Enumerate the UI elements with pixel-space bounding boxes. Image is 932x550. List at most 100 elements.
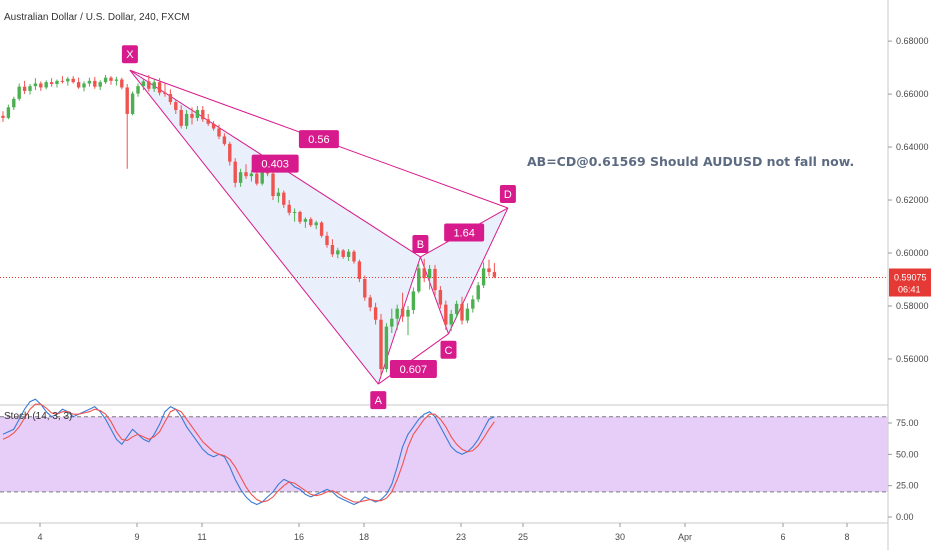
point-label-box-c (440, 340, 457, 359)
candle-body (363, 278, 367, 298)
candle-body (487, 268, 491, 273)
price-tick-label: 0.56000 (896, 354, 929, 364)
candle-body (379, 319, 383, 370)
candle-body (168, 94, 173, 103)
candle-body (222, 136, 227, 144)
candle-body (82, 83, 86, 88)
chart-title: Australian Dollar / U.S. Dollar, 240, FX… (4, 12, 190, 23)
candle-body (325, 235, 329, 246)
candle-body (454, 303, 459, 314)
candle-body (417, 268, 421, 292)
ratio-box (389, 359, 437, 378)
candle-body (195, 109, 200, 118)
candle-body (22, 86, 27, 91)
candle-body (163, 92, 167, 95)
candle-body (330, 245, 335, 255)
candle-body (87, 80, 92, 84)
price-tick-label: 0.66000 (896, 89, 929, 99)
pattern-leg-cd (448, 207, 509, 334)
candle-body (282, 192, 286, 205)
candle-body (103, 77, 108, 83)
candle-body (319, 222, 324, 236)
candle-body (357, 261, 362, 279)
ratio-label: 1.64 (453, 227, 474, 239)
pattern-leg-xa (129, 69, 379, 385)
time-tick-label: 9 (134, 532, 139, 542)
candle-body (49, 82, 54, 85)
current-price-label-bg (889, 268, 931, 297)
candle-body (390, 318, 394, 327)
candle-body (141, 81, 146, 87)
candle-body (190, 113, 194, 118)
countdown-label: 06:41 (898, 285, 921, 295)
point-label-box-x (121, 45, 138, 64)
candle-body (492, 272, 497, 277)
ratio-box (298, 130, 339, 149)
candle-body (6, 107, 11, 118)
candle-body (411, 291, 416, 310)
candle-body (217, 128, 221, 137)
candle-body (471, 299, 475, 309)
candle-body (33, 83, 38, 87)
price-tick-label: 0.68000 (896, 36, 929, 46)
candle-body (211, 123, 216, 129)
candle-body (303, 219, 308, 222)
point-label-d: D (504, 189, 512, 201)
candle-body (174, 102, 178, 110)
candle-body (276, 192, 281, 197)
candle-body (400, 308, 405, 317)
point-label-x: X (126, 49, 134, 61)
stoch-line-pct-k (2, 398, 495, 506)
candle-body (244, 172, 248, 177)
candle-body (60, 80, 65, 82)
overlays: 0.59075 06:41 X A B C D 0.56 0.403 0.607 1.64 (0, 45, 931, 410)
candle-body (12, 98, 16, 108)
candle-body (384, 326, 389, 370)
candle-body (444, 304, 448, 325)
candle-body (449, 313, 453, 325)
candle-body (179, 109, 183, 126)
candle-body (422, 268, 426, 279)
stoch-tick-label: 25.00 (896, 481, 919, 491)
candle-body (120, 79, 124, 88)
stoch-band-fill (0, 416, 888, 492)
candle-body (460, 303, 464, 321)
candle-body (71, 78, 75, 83)
candle-body (1, 115, 5, 118)
candle-body (238, 172, 243, 183)
candle-body (76, 82, 81, 88)
candle-body (255, 173, 259, 184)
point-label-box-d (499, 184, 516, 203)
candle-body (147, 81, 151, 89)
time-tick-label: 11 (197, 532, 206, 542)
stoch-tick-label: 0.00 (896, 512, 914, 522)
candle-body (465, 308, 470, 321)
candle-body (125, 87, 129, 114)
candle-body (346, 251, 351, 257)
candle-body (39, 83, 43, 88)
time-tick-label: 8 (844, 532, 849, 542)
candle-body (314, 222, 318, 226)
stoch-title: Stoch (14, 3, 3) (4, 411, 72, 422)
candle-body (28, 86, 32, 91)
ratio-box (444, 223, 485, 242)
candle-body (157, 82, 162, 93)
candle-body (476, 285, 480, 300)
candle-body (309, 219, 313, 226)
xab-triangle-fill (129, 70, 421, 385)
point-label-a: A (375, 395, 383, 407)
candle-body (109, 77, 113, 81)
candle-body (271, 173, 275, 197)
ratio-label: 0.56 (308, 134, 329, 146)
candle-body (373, 307, 378, 320)
candle-body (184, 113, 189, 126)
time-tick-label: Apr (678, 532, 692, 542)
stoch-line-pct-d (2, 403, 495, 503)
current-price-label: 0.59075 (894, 273, 927, 283)
candle-body (287, 204, 291, 213)
candle-body (130, 93, 135, 114)
candles (1, 75, 497, 377)
time-tick-label: 6 (780, 532, 785, 542)
